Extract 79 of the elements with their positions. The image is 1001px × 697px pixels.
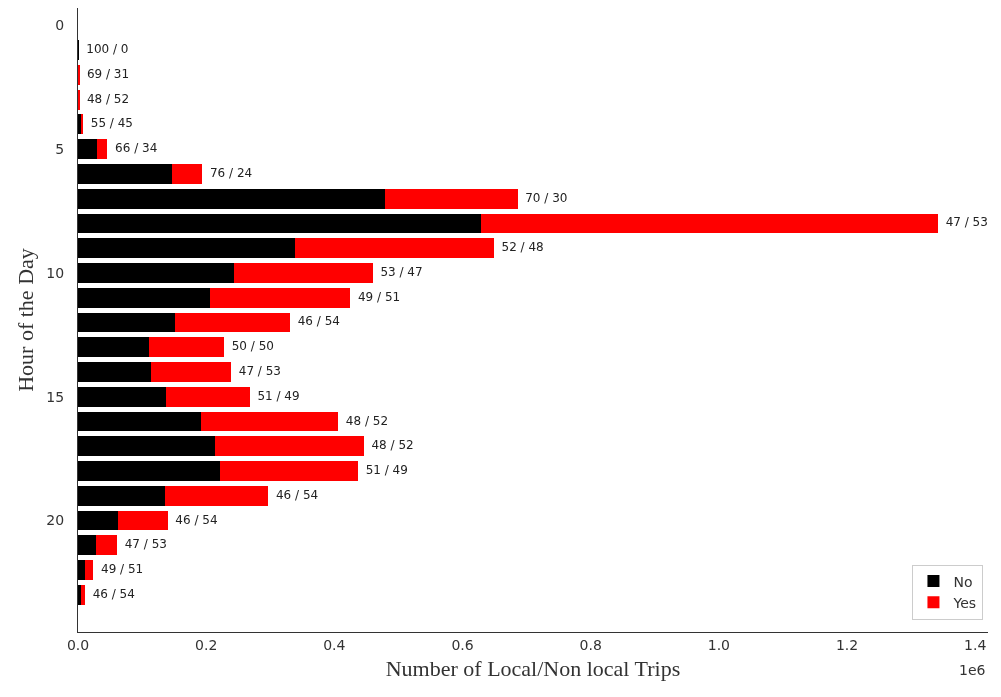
bar	[78, 238, 296, 259]
bar	[81, 584, 86, 605]
bar	[95, 535, 118, 556]
y-tick-label: 10	[46, 264, 65, 281]
bar	[172, 164, 203, 184]
text: 100 / 0	[86, 42, 129, 57]
text: 51 / 49	[365, 463, 408, 478]
bar	[295, 238, 494, 259]
bar	[78, 188, 385, 209]
text: 70 / 30	[525, 190, 568, 205]
bar	[118, 510, 168, 531]
bar	[78, 485, 165, 506]
bar	[78, 337, 150, 358]
y-axis-title: Hour of the Day	[13, 248, 39, 392]
bar	[78, 411, 202, 432]
text: 51 / 49	[257, 388, 300, 403]
text: 47 / 53	[945, 215, 988, 230]
bar	[215, 436, 364, 457]
text: 48 / 52	[371, 438, 414, 453]
bar	[78, 510, 119, 531]
x-tick-label: 1.0	[707, 636, 730, 653]
legend-label: Yes	[952, 594, 977, 611]
bar	[78, 386, 166, 407]
bar	[174, 312, 291, 333]
bar	[78, 436, 216, 457]
text: 46 / 54	[297, 314, 340, 329]
bar	[481, 213, 939, 234]
bar	[78, 535, 96, 556]
text: 55 / 45	[90, 116, 133, 131]
text: 49 / 51	[357, 289, 401, 304]
x-tick-label: 1.4	[964, 636, 987, 653]
text: 49 / 51	[101, 562, 144, 577]
bar	[78, 263, 234, 283]
text: 46 / 54	[275, 487, 319, 502]
bar	[384, 188, 518, 209]
x-tick-label: 0.2	[195, 636, 218, 653]
bar	[151, 362, 232, 382]
text: 48 / 52	[86, 91, 130, 106]
text: 47 / 53	[124, 537, 167, 552]
text: 48 / 52	[345, 413, 389, 428]
bar	[78, 287, 211, 308]
x-tick-label: 1.2	[835, 636, 859, 653]
bar	[78, 560, 86, 580]
text: 50 / 50	[231, 339, 274, 354]
x-axis-title: Number of Local/Non local Trips	[385, 655, 681, 681]
bar	[78, 461, 221, 481]
bar	[149, 337, 225, 358]
bar	[78, 164, 173, 184]
legend-label: No	[953, 573, 973, 590]
bar	[78, 362, 152, 382]
text: 52 / 48	[501, 240, 544, 255]
bar	[210, 287, 351, 308]
x-tick-label: 0.4	[323, 636, 346, 653]
bar	[165, 386, 250, 407]
bar	[164, 485, 269, 506]
bar	[201, 411, 339, 432]
text: 66 / 34	[115, 141, 158, 156]
text: 53 / 47	[380, 264, 423, 279]
y-tick-label: 15	[46, 388, 65, 405]
text: 69 / 31	[86, 66, 130, 81]
y-tick-label: 5	[55, 141, 65, 158]
bar	[233, 263, 373, 283]
bar	[220, 461, 359, 481]
text: 47 / 53	[238, 364, 281, 378]
text: 1e6	[959, 662, 986, 678]
bar	[78, 139, 97, 160]
bar	[85, 560, 94, 580]
x-tick-label: 0.0	[66, 636, 90, 653]
bar	[78, 312, 175, 333]
y-tick-label: 20	[46, 512, 65, 529]
x-tick-label: 0.8	[579, 636, 602, 653]
bar	[78, 584, 82, 605]
bar	[78, 213, 482, 234]
y-tick-label: 0	[55, 17, 65, 34]
bar	[96, 139, 108, 160]
text: 46 / 54	[175, 512, 218, 527]
text: 76 / 24	[209, 165, 253, 180]
x-tick-label: 0.6	[451, 636, 474, 653]
text: 46 / 54	[92, 586, 135, 601]
